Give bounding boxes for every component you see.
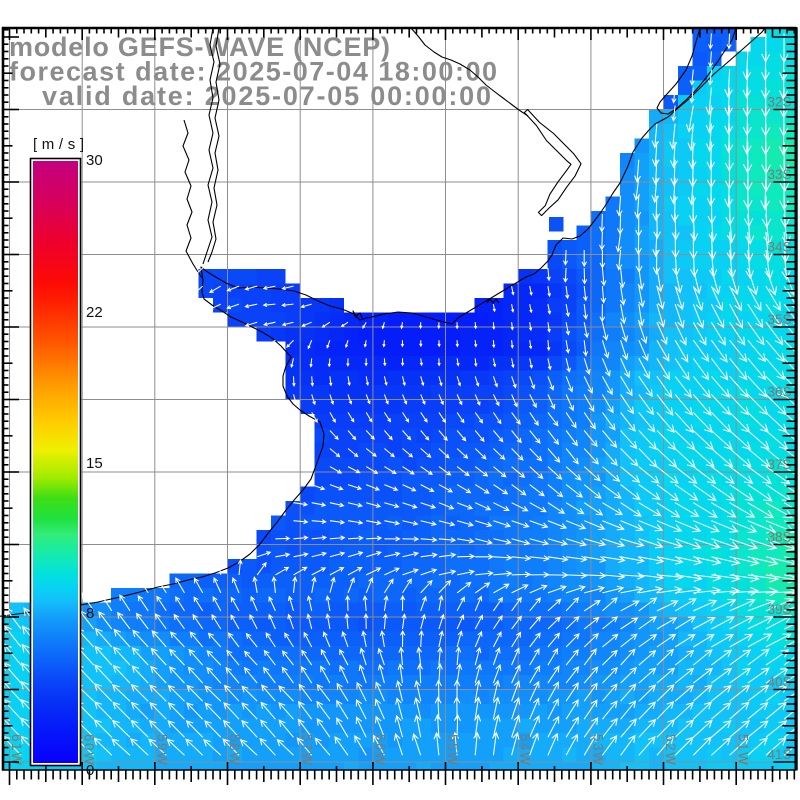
svg-text:61W: 61W <box>9 734 24 767</box>
svg-text:valid date: 2025-07-05 00:00:0: valid date: 2025-07-05 00:00:00 <box>42 81 491 111</box>
svg-text:30: 30 <box>86 152 103 169</box>
svg-text:36S: 36S <box>767 385 791 400</box>
svg-text:40S: 40S <box>767 675 791 690</box>
svg-text:[m/s]: [m/s] <box>33 136 84 153</box>
svg-text:39S: 39S <box>767 602 791 617</box>
svg-text:53W: 53W <box>590 734 605 767</box>
svg-text:32S: 32S <box>767 95 791 110</box>
svg-text:35S: 35S <box>767 312 791 327</box>
svg-text:22: 22 <box>86 304 103 321</box>
svg-text:0: 0 <box>86 762 94 779</box>
svg-text:58W: 58W <box>227 734 242 767</box>
svg-text:37S: 37S <box>767 457 791 472</box>
svg-text:57W: 57W <box>300 734 315 767</box>
svg-text:33S: 33S <box>767 167 791 182</box>
svg-text:34S: 34S <box>767 240 791 255</box>
svg-text:15: 15 <box>86 455 103 472</box>
svg-text:52W: 52W <box>663 734 678 767</box>
svg-text:forecast date: 2025-07-04 18:0: forecast date: 2025-07-04 18:00:00 <box>9 57 497 87</box>
svg-text:59W: 59W <box>154 734 169 767</box>
svg-text:60W: 60W <box>82 734 97 767</box>
svg-text:41S: 41S <box>767 747 791 762</box>
svg-text:modelo GEFS-WAVE (NCEP): modelo GEFS-WAVE (NCEP) <box>9 32 390 62</box>
svg-text:56W: 56W <box>372 734 387 767</box>
svg-text:54W: 54W <box>518 734 533 767</box>
svg-text:55W: 55W <box>445 734 460 767</box>
svg-text:38S: 38S <box>767 530 791 545</box>
svg-text:51W: 51W <box>736 734 751 767</box>
svg-text:8: 8 <box>86 605 94 622</box>
